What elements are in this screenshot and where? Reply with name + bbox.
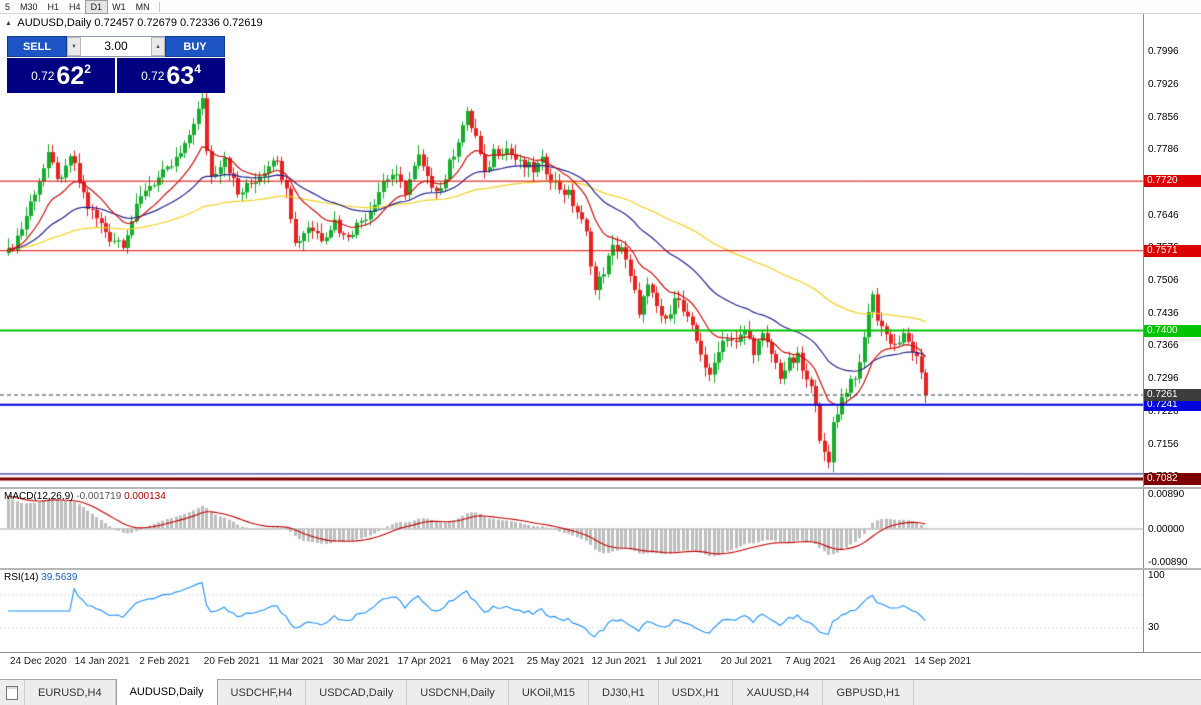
date-tick-label: 30 Mar 2021 — [333, 656, 390, 667]
price-level-tag: 0.7082 — [1144, 473, 1201, 486]
chart-sheet-icon — [6, 685, 18, 700]
macd-canvas[interactable] — [0, 489, 1143, 568]
date-tick-label: 11 Mar 2021 — [268, 656, 324, 667]
main-chart-panel: ▲ AUDUSD,Daily 0.72457 0.72679 0.72336 0… — [0, 14, 1201, 487]
timeframe-button-h1[interactable]: H1 — [47, 1, 60, 12]
macd-value-signal: 0.000134 — [124, 491, 166, 502]
chart-tab-audusd[interactable]: AUDUSD,Daily — [115, 679, 218, 705]
volume-input[interactable]: 3.00 — [104, 39, 128, 53]
date-tick-label: 17 Apr 2021 — [397, 656, 452, 667]
time-axis[interactable]: 24 Dec 2020 14 Jan 2021 2 Feb 2021 20 Feb 2… — [0, 652, 1201, 671]
date-tick-label: 7 Aug 2021 — [785, 656, 836, 667]
buy-price-base: 0.72 — [141, 68, 165, 83]
buy-price-display[interactable]: 0.72 63 4 — [117, 58, 225, 93]
rsi-label: RSI(14) 39.5639 — [4, 572, 78, 583]
chart-tab-usdx[interactable]: USDX,H1 — [659, 680, 734, 705]
sell-price-big: 62 — [56, 61, 85, 90]
panel-splitter[interactable] — [0, 568, 1201, 570]
price-level-tag: 0.7241 — [1144, 398, 1201, 411]
sell-price-pip: 2 — [84, 62, 91, 76]
macd-tick-label: -0.00890 — [1148, 557, 1188, 568]
price-level-tag: 0.7720 — [1144, 175, 1201, 188]
date-tick-label: 6 May 2021 — [462, 656, 515, 667]
chart-tab-dj30[interactable]: DJ30,H1 — [589, 680, 659, 705]
sell-price-display[interactable]: 0.72 62 2 — [7, 58, 115, 93]
timeframe-button-mn[interactable]: MN — [135, 1, 150, 12]
date-tick-label: 14 Jan 2021 — [74, 656, 130, 667]
date-tick-label: 20 Feb 2021 — [203, 656, 260, 667]
volume-control: ▼ 3.00 ▲ — [67, 36, 165, 57]
volume-up-button[interactable]: ▲ — [151, 37, 165, 56]
macd-label: MACD(12,26,9) -0.001719 0.000134 — [4, 491, 166, 502]
price-tick-label: 0.7786 — [1148, 144, 1179, 156]
price-level-tag: 0.7571 — [1144, 244, 1201, 257]
toolbar-separator — [158, 1, 160, 12]
chart-symbol-label: AUDUSD,Daily — [17, 17, 92, 29]
macd-tick-label: 0.00890 — [1148, 489, 1185, 500]
price-tick-label: 0.7436 — [1148, 307, 1179, 319]
sell-price-base: 0.72 — [31, 68, 55, 83]
bid-price-tag: 0.7261 — [1144, 389, 1201, 401]
price-level-tag: 0.7400 — [1144, 324, 1201, 337]
rsi-value: 39.5639 — [41, 572, 78, 583]
price-tick-label: 0.7296 — [1148, 373, 1179, 385]
timeframe-button-m30[interactable]: M30 — [20, 1, 38, 12]
date-tick-label: 2 Feb 2021 — [139, 656, 190, 667]
rsi-panel: RSI(14) 39.5639 100 30 — [0, 570, 1201, 652]
price-axis[interactable]: 0.79960.79260.78560.77860.77160.76460.75… — [1143, 14, 1201, 487]
chart-tab-usdcad[interactable]: USDCAD,Daily — [306, 680, 408, 705]
date-tick-label: 14 Sep 2021 — [914, 656, 972, 667]
one-click-trading-panel: SELL ▼ 3.00 ▲ BUY 0.72 62 2 0.72 63 4 — [7, 36, 225, 93]
buy-price-pip: 4 — [194, 62, 201, 76]
date-tick-label: 12 Jun 2021 — [591, 656, 647, 667]
buy-button[interactable]: BUY — [165, 36, 225, 57]
macd-tick-label: 0.00000 — [1148, 523, 1185, 535]
date-tick-label: 25 May 2021 — [526, 656, 585, 667]
macd-axis[interactable]: 0.00890 0.00000 -0.00890 — [1143, 489, 1201, 568]
price-tick-label: 0.7506 — [1148, 275, 1179, 287]
macd-value-main: -0.001719 — [76, 491, 122, 502]
date-tick-label: 26 Aug 2021 — [849, 656, 906, 667]
sell-button[interactable]: SELL — [7, 36, 67, 57]
price-tick-label: 0.7926 — [1148, 78, 1179, 90]
panel-splitter[interactable] — [0, 487, 1201, 489]
price-tick-label: 0.7856 — [1148, 111, 1179, 123]
timeframe-button-h4[interactable]: H4 — [69, 1, 81, 12]
timeframe-button-5[interactable]: 5 — [5, 1, 11, 12]
chart-tab-gbpusd[interactable]: GBPUSD,H1 — [823, 680, 915, 705]
chart-tab-bar: EURUSD,H4 AUDUSD,Daily USDCHF,H4 USDCAD,Dai… — [0, 679, 1201, 705]
timeframe-button-w1[interactable]: W1 — [112, 1, 126, 12]
chart-tab-usdcnh[interactable]: USDCNH,Daily — [407, 680, 509, 705]
chart-ohlc-values: 0.72457 0.72679 0.72336 0.72619 — [94, 17, 263, 29]
timeframe-toolbar: 5 M30 H1 H4 D1 W1 MN — [0, 0, 1201, 14]
macd-panel: MACD(12,26,9) -0.001719 0.000134 0.00890… — [0, 489, 1201, 568]
rsi-tick-label: 30 — [1148, 622, 1160, 634]
buy-price-big: 63 — [166, 61, 195, 90]
rsi-tick-label: 100 — [1148, 570, 1165, 581]
price-tick-label: 0.7226 — [1148, 405, 1179, 417]
chart-tab-eurusd[interactable]: EURUSD,H4 — [25, 680, 116, 705]
chart-tab-ukoil[interactable]: UKOil,M15 — [509, 680, 589, 705]
collapse-icon[interactable]: ▲ — [5, 20, 12, 27]
volume-down-button[interactable]: ▼ — [67, 37, 81, 56]
date-tick-label: 20 Jul 2021 — [720, 656, 773, 667]
date-tick-label: 1 Jul 2021 — [656, 656, 703, 667]
rsi-canvas[interactable] — [0, 570, 1143, 652]
chart-title: ▲ AUDUSD,Daily 0.72457 0.72679 0.72336 0… — [5, 17, 263, 29]
rsi-axis[interactable]: 100 30 — [1143, 570, 1201, 652]
chart-tab-usdchf[interactable]: USDCHF,H4 — [218, 680, 307, 705]
chart-list-button[interactable] — [0, 680, 25, 705]
chart-tab-xauusd[interactable]: XAUUSD,H4 — [733, 680, 824, 705]
price-tick-label: 0.7646 — [1148, 209, 1179, 221]
timeframe-button-d1[interactable]: D1 — [84, 0, 109, 14]
price-tick-label: 0.7996 — [1148, 46, 1179, 58]
price-tick-label: 0.7156 — [1148, 438, 1179, 450]
price-tick-label: 0.7366 — [1148, 340, 1179, 352]
date-tick-label: 24 Dec 2020 — [10, 656, 67, 667]
